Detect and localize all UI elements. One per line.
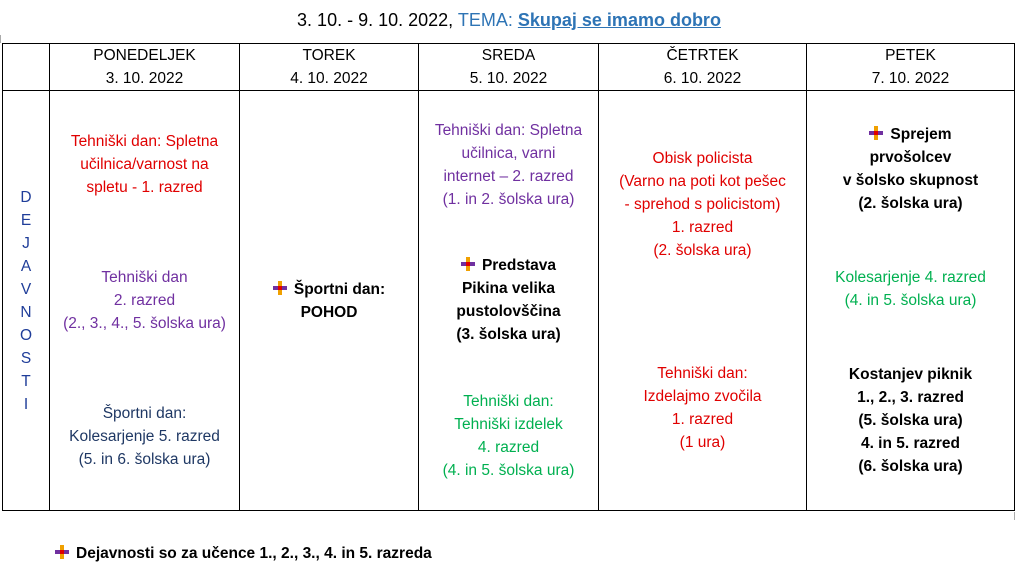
column-header-wed: SREDA 5. 10. 2022 [418,43,599,91]
corner-mark [0,35,1,43]
activity-line: (4. in 5. šolska ura) [442,462,575,480]
activity-line: prvošolcev [869,148,952,166]
activity-line: (5. in 6. šolska ura) [78,450,211,468]
header-row: PONEDELJEK 3. 10. 2022 TOREK 4. 10. 2022 S… [2,43,1015,91]
activity-entry: Sprejem prvošolcev v šolsko skupnost (2. šo… [843,123,978,215]
activity-entry: Tehniški dan 2. razred (2., 3., 4., 5. šol… [63,266,226,335]
activity-entry: Tehniški dan: Spletna učilnica, varni inte… [435,119,582,211]
activity-line: Športni dan: [272,278,386,301]
activity-entry: Športni dan: Kolesarjenje 5. razred (5. in… [69,402,220,471]
activity-line: (3. šolska ura) [456,326,561,344]
activity-line: 1. razred [671,411,734,428]
week-dates: 3. 10. - 9. 10. 2022, [297,10,454,30]
footnote-text: Dejavnosti so za učence 1., 2., 3., 4. i… [76,545,432,562]
activity-line: pustolovščina [456,303,561,321]
activity-line: (1. in 2. šolska ura) [442,190,575,208]
activity-line: Predstava [456,254,560,277]
activity-line: POHOD [300,303,358,321]
activity-line: Tehniški dan: [463,393,554,411]
activity-line: Kolesarjenje 4. razred [835,268,986,286]
activity-line: internet – 2. razred [443,167,574,185]
activity-entry: Kostanjev piknik 1., 2., 3. razred (5. šol… [849,363,972,478]
tema-label: TEMA: [457,10,513,30]
column-header-tue: TOREK 4. 10. 2022 [239,43,419,91]
activity-line: 2. razred [113,291,176,309]
activity-line: (2. šolska ura) [858,194,963,212]
tema-name-link[interactable]: Skupaj se imamo dobro [517,10,721,30]
corner-cell [2,43,50,91]
activity-line: Tehniški dan: Spletna [434,121,583,139]
activity-line: v šolsko skupnost [842,171,979,189]
activity-entry: Tehniški dan: Izdelajmo zvočila 1. razred (… [643,362,761,454]
activity-line: Tehniški dan [101,268,188,286]
activity-line: (4. in 5. šolska ura) [844,291,977,309]
cell-fri: Sprejem prvošolcev v šolsko skupnost (2. šo… [806,90,1015,511]
column-header-thu: ČETRTEK 6. 10. 2022 [598,43,807,91]
activity-line: Tehniški izdelek [454,416,563,434]
activity-line: 4. in 5. razred [860,435,961,453]
activity-entry: Obisk policista (Varno na poti kot pešec -… [619,147,786,262]
activity-line: 4. razred [477,439,540,457]
activity-entry: Tehniški dan: Spletna učilnica/varnost na… [71,130,218,199]
activity-line: (2. šolska ura) [653,242,752,259]
activity-line: Športni dan: [102,404,187,422]
activity-line: (2., 3., 4., 5. šolska ura) [63,314,226,332]
activity-line-text: Predstava [481,257,557,275]
activity-line: Sprejem [843,123,978,146]
activity-line: 1., 2., 3. razred [857,389,964,407]
activity-line: učilnica, varni [461,144,556,162]
activity-line-text: Športni dan: [293,280,386,298]
activity-line: 1. razred [671,219,734,236]
activity-line: Pikina velika [461,280,556,298]
activity-line: - sprehod s policistom) [624,196,781,213]
activity-line: Tehniški dan: Spletna [70,133,219,151]
marker-icon [460,257,475,272]
activity-line: Izdelajmo zvočila [643,388,762,405]
corner-mark [1014,512,1015,520]
marker-icon [272,280,287,295]
activity-line: (6. šolska ura) [858,458,963,476]
activity-line: Tehniški dan: [657,365,748,382]
activity-line: Kolesarjenje 5. razred [69,427,220,445]
activity-line: Kostanjev piknik [848,366,973,384]
footnote: Dejavnosti so za učence 1., 2., 3., 4. i… [55,543,432,565]
activity-line: (5. šolska ura) [858,412,963,430]
activity-line: (Varno na poti kot pešec [619,173,786,190]
cell-tue: Športni dan: POHOD [239,90,419,511]
activity-line: spletu - 1. razred [86,179,203,197]
marker-icon [55,545,69,559]
page-title: 3. 10. - 9. 10. 2022, TEMA: Skupaj se im… [0,8,1018,32]
activity-entry: Tehniški dan: Tehniški izdelek 4. razred (4… [443,390,575,482]
activity-line: učilnica/varnost na [80,156,209,174]
schedule-table: PONEDELJEK 3. 10. 2022 TOREK 4. 10. 2022 S… [2,43,1015,511]
cell-thu: Obisk policista (Varno na poti kot pešec -… [598,90,807,511]
activity-entry: Športni dan: POHOD [272,278,386,324]
activity-line: (1 ura) [679,434,726,451]
activity-entry: Predstava Pikina velika pustolovščina (3. š… [456,254,561,346]
column-header-mon: PONEDELJEK 3. 10. 2022 [49,43,240,91]
activity-line: Obisk policista [652,150,753,167]
activity-line-text: Sprejem [890,125,952,143]
cell-wed: Tehniški dan: Spletna učilnica, varni inte… [418,90,599,511]
column-header-fri: PETEK 7. 10. 2022 [806,43,1015,91]
cell-mon: Tehniški dan: Spletna učilnica/varnost na… [49,90,240,511]
activity-entry: Kolesarjenje 4. razred (4. in 5. šolska u… [835,266,986,312]
marker-icon [869,125,884,140]
